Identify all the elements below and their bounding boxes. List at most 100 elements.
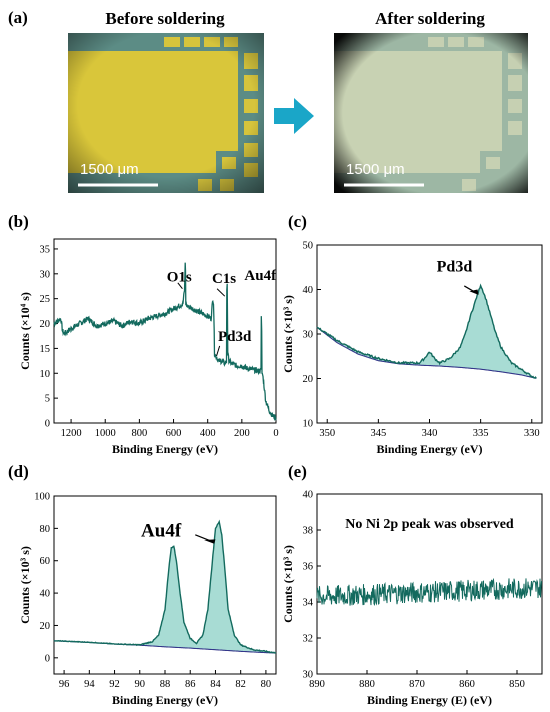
pd3d-x-axis-title: Binding Energy (eV) [376, 442, 482, 456]
survey-x-axis-title: Binding Energy (eV) [112, 442, 218, 456]
pd3d-survey-arrow [216, 345, 221, 357]
survey-y-tick-label: 5 [45, 394, 50, 405]
au4f-x-tick-label: 84 [210, 679, 221, 690]
survey-x-tick-label: 400 [200, 428, 216, 439]
pd3d-y-tick-label: 10 [303, 419, 314, 430]
survey-y-tick-label: 25 [40, 294, 51, 305]
au4f-y-axis-title: Counts (×10³ s) [18, 546, 32, 624]
au4f-x-tick-label: 80 [261, 679, 272, 690]
survey-x-tick-label: 1200 [61, 428, 82, 439]
pd3d-x-tick-label: 340 [422, 428, 438, 439]
ni2p-frame [316, 493, 543, 675]
panel-e-label: (e) [288, 462, 307, 481]
au4f-spectrum-chart: 96 94 92 90 88 86 84 82 80 0 20 40 60 80 100 Binding En… [18, 492, 277, 707]
survey-y-tick-label: 15 [40, 344, 51, 355]
survey-x-tick-label: 200 [234, 428, 250, 439]
ni2p-y-tick-label: 34 [303, 598, 314, 609]
au4f-x-axis-title: Binding Energy (eV) [112, 693, 218, 707]
before-soldering-photo: 1500 μm [68, 33, 264, 193]
survey-y-tick-label: 35 [40, 244, 51, 255]
au4f-x-tick-label: 96 [59, 679, 70, 690]
au4f-x-tick-label: 90 [135, 679, 146, 690]
au4f-y-tick-label: 20 [40, 621, 51, 632]
panel-a-label: (a) [8, 8, 28, 27]
c1s-arrow [216, 288, 226, 297]
pd3d-y-tick-label: 50 [303, 241, 314, 252]
au4f-arrow-head [204, 539, 216, 544]
au4f-x-tick-label: 88 [160, 679, 171, 690]
pd3d-frame [316, 244, 543, 424]
au4f-x-tick-label: 82 [235, 679, 246, 690]
panel-c-label: (c) [288, 212, 307, 231]
ni2p-y-tick-label: 32 [303, 634, 314, 645]
survey-y-tick-label: 10 [40, 369, 51, 380]
survey-x-tick-label: 0 [273, 428, 278, 439]
survey-y-tick-label: 0 [45, 419, 50, 430]
au4f-x-tick-label: 94 [84, 679, 95, 690]
ni2p-y-axis-title: Counts (×10³ s) [281, 545, 295, 623]
pd3d-plot: 350 345 340 335 330 10 20 30 40 50 Binding Energy … [281, 241, 543, 456]
o1s-arrow [177, 282, 183, 290]
pd3d-label: Pd3d [437, 259, 473, 276]
au4f-label: Au4f [141, 520, 182, 541]
ni2p-x-tick-label: 870 [409, 679, 425, 690]
c1s-label: C1s [212, 271, 236, 287]
ni2p-x-tick-label: 850 [509, 679, 525, 690]
au4f-plot: 96 94 92 90 88 86 84 82 80 0 20 40 60 80 100 Binding En… [18, 492, 277, 707]
au4f-y-tick-label: 80 [40, 524, 51, 535]
au4f-spectrum-line [53, 519, 277, 654]
pd3d-x-tick-label: 350 [319, 428, 335, 439]
scale-bar-label-after: 1500 μm [346, 161, 405, 178]
soldering-arrow-icon [274, 98, 314, 134]
ni2p-plot: 890 880 870 860 850 30 32 34 36 38 40 Binding Energ… [281, 490, 543, 707]
survey-y-tick-label: 20 [40, 319, 51, 330]
survey-x-tick-label: 800 [132, 428, 148, 439]
survey-spectrum-chart: 1200 1000 800 600 400 200 0 0 5 10 15 20 25 30 35 Bindi… [18, 238, 279, 456]
survey-frame [53, 238, 277, 424]
au4f-survey-label: Au4f [244, 268, 277, 284]
ni2p-y-tick-label: 36 [303, 562, 314, 573]
ni2p-x-axis-title: Binding Energy (E) (eV) [367, 693, 492, 707]
pd3d-peak-area [317, 285, 537, 379]
pd3d-y-axis-title: Counts (×10³ s) [281, 295, 295, 373]
survey-plot: 1200 1000 800 600 400 200 0 0 5 10 15 20 25 30 35 Bindi… [18, 238, 279, 456]
au4f-y-tick-label: 0 [45, 653, 50, 664]
o1s-label: O1s [167, 269, 192, 285]
after-soldering-photo: 1500 μm [334, 33, 528, 193]
panel-d-label: (d) [8, 462, 29, 481]
pd3d-x-tick-label: 345 [370, 428, 386, 439]
pd3d-spectrum-line [316, 283, 537, 379]
au4f-y-tick-label: 100 [34, 492, 50, 503]
survey-spectrum-line [53, 262, 277, 422]
au4f-x-tick-label: 92 [109, 679, 120, 690]
pd3d-y-tick-label: 20 [303, 374, 314, 385]
ni2p-y-tick-label: 40 [303, 490, 314, 501]
after-soldering-title: After soldering [375, 9, 485, 28]
pd3d-arrow-head [469, 289, 479, 295]
ni2p-spectrum-line [316, 577, 542, 606]
ni2p-x-tick-label: 880 [359, 679, 375, 690]
survey-y-axis-title: Counts (×10⁴ s) [18, 292, 32, 370]
before-soldering-title: Before soldering [105, 9, 225, 28]
ni2p-x-tick-label: 860 [459, 679, 475, 690]
pd3d-y-tick-label: 40 [303, 285, 314, 296]
pd3d-background-line [316, 326, 537, 379]
ni2p-y-tick-label: 38 [303, 526, 314, 537]
ni2p-spectrum-chart: 890 880 870 860 850 30 32 34 36 38 40 Binding Energ… [281, 490, 543, 707]
panel-b-label: (b) [8, 212, 29, 231]
pd3d-x-tick-label: 330 [524, 428, 540, 439]
ni2p-x-tick-label: 890 [309, 679, 325, 690]
survey-x-tick-label: 600 [166, 428, 182, 439]
survey-x-tick-label: 1000 [95, 428, 116, 439]
survey-y-tick-label: 30 [40, 269, 51, 280]
pd3d-survey-label: Pd3d [218, 329, 252, 345]
pd3d-x-tick-label: 335 [473, 428, 489, 439]
ni2p-y-tick-label: 30 [303, 670, 314, 681]
pd3d-y-tick-label: 30 [303, 330, 314, 341]
au4f-y-tick-label: 60 [40, 556, 51, 567]
scale-bar-label-before: 1500 μm [80, 161, 139, 178]
au4f-peak-area [54, 521, 276, 653]
au4f-y-tick-label: 40 [40, 589, 51, 600]
au4f-x-tick-label: 86 [185, 679, 196, 690]
pd3d-spectrum-chart: 350 345 340 335 330 10 20 30 40 50 Binding Energy … [281, 241, 543, 456]
